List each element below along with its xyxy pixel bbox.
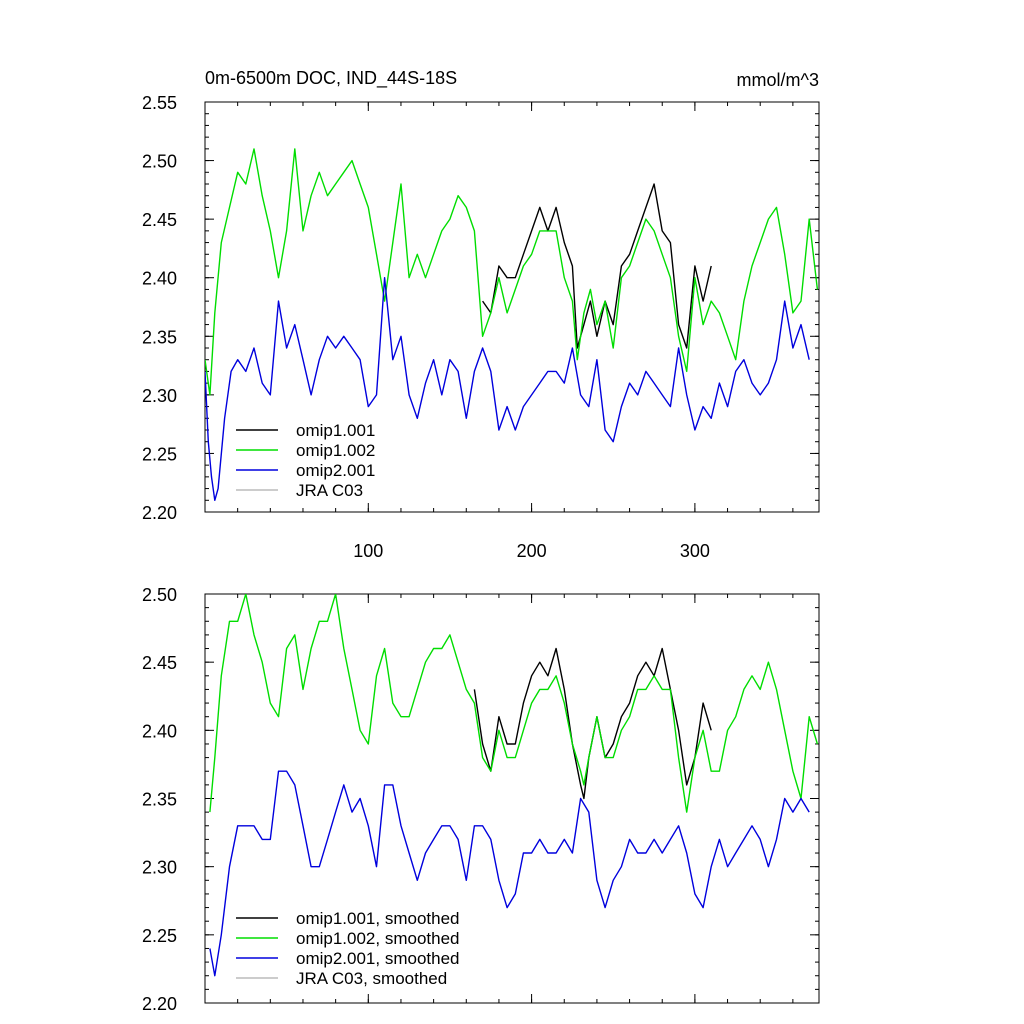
legend-label: JRA C03	[296, 481, 363, 500]
series-line-0	[482, 183, 712, 349]
series-line-1	[209, 594, 819, 813]
legend-label: omip1.002	[296, 441, 375, 460]
y-tick-label: 2.30	[142, 858, 177, 878]
chart-title: 0m-6500m DOC, IND_44S-18S	[205, 68, 457, 89]
series-line-1	[205, 148, 819, 396]
y-tick-label: 2.35	[142, 327, 177, 347]
legend-label: omip1.001	[296, 421, 375, 440]
y-tick-label: 2.25	[142, 444, 177, 464]
y-tick-label: 2.30	[142, 386, 177, 406]
y-tick-label: 2.40	[142, 721, 177, 741]
y-tick-label: 2.20	[142, 994, 177, 1014]
plot-frame	[204, 101, 820, 513]
x-tick-label: 200	[517, 541, 547, 561]
legend-label: omip2.001, smoothed	[296, 949, 460, 968]
y-tick-label: 2.50	[142, 585, 177, 605]
units-label: mmol/m^3	[737, 70, 819, 90]
y-tick-label: 2.45	[142, 653, 177, 673]
legend-label: omip1.002, smoothed	[296, 929, 460, 948]
legend-label: omip1.001, smoothed	[296, 909, 460, 928]
y-tick-label: 2.20	[142, 503, 177, 523]
y-tick-label: 2.25	[142, 926, 177, 946]
series-line-2	[205, 277, 810, 501]
x-tick-label: 300	[680, 541, 710, 561]
top-panel: 2.20 2.25 2.30 2.35 2.40 2.45 2.50 2.55 100 200 30…	[142, 68, 820, 561]
y-tick-label: 2.35	[142, 790, 177, 810]
series-line-0	[473, 647, 712, 800]
y-tick-label: 2.55	[142, 93, 177, 113]
bottom-panel: 2.20 2.25 2.30 2.35 2.40 2.45 2.50 omip1.001, s…	[142, 585, 820, 1014]
legend-label: omip2.001	[296, 461, 375, 480]
series-line-2	[209, 770, 810, 977]
y-tick-label: 2.50	[142, 152, 177, 172]
y-tick-label: 2.40	[142, 269, 177, 289]
x-tick-label: 100	[353, 541, 383, 561]
y-tick-label: 2.45	[142, 210, 177, 230]
legend-label: JRA C03, smoothed	[296, 969, 447, 988]
